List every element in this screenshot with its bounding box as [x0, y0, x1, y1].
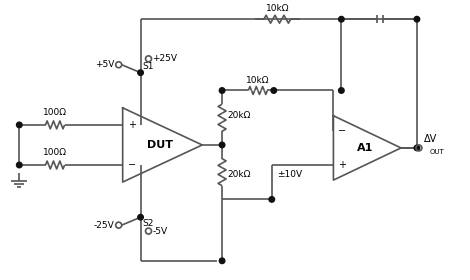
- Circle shape: [414, 17, 420, 22]
- Circle shape: [414, 145, 420, 151]
- Circle shape: [138, 214, 143, 220]
- Circle shape: [269, 197, 274, 202]
- Circle shape: [219, 258, 225, 263]
- Text: ΔV: ΔV: [424, 134, 437, 144]
- Text: S1: S1: [142, 62, 154, 71]
- Text: ±10V: ±10V: [277, 170, 302, 179]
- Text: +5V: +5V: [95, 60, 115, 69]
- Text: 10kΩ: 10kΩ: [246, 76, 270, 85]
- Text: 20kΩ: 20kΩ: [227, 170, 251, 179]
- Text: −: −: [338, 125, 346, 136]
- Text: DUT: DUT: [148, 140, 173, 150]
- Text: OUT: OUT: [430, 149, 445, 155]
- Circle shape: [16, 162, 22, 168]
- Text: -25V: -25V: [94, 221, 115, 230]
- Text: −: −: [128, 160, 136, 170]
- Text: +: +: [338, 160, 346, 170]
- Circle shape: [271, 88, 276, 93]
- Text: 100Ω: 100Ω: [43, 148, 67, 157]
- Text: 100Ω: 100Ω: [43, 108, 67, 117]
- Text: 10kΩ: 10kΩ: [266, 4, 289, 13]
- Text: S2: S2: [142, 219, 154, 228]
- Circle shape: [338, 88, 344, 93]
- Circle shape: [219, 142, 225, 148]
- Circle shape: [16, 122, 22, 128]
- Text: A1: A1: [357, 143, 373, 153]
- Circle shape: [219, 88, 225, 93]
- Circle shape: [338, 17, 344, 22]
- Circle shape: [138, 70, 143, 75]
- Text: -5V: -5V: [152, 227, 168, 235]
- Text: 20kΩ: 20kΩ: [227, 111, 251, 120]
- Text: +25V: +25V: [152, 54, 178, 63]
- Text: +: +: [128, 120, 136, 130]
